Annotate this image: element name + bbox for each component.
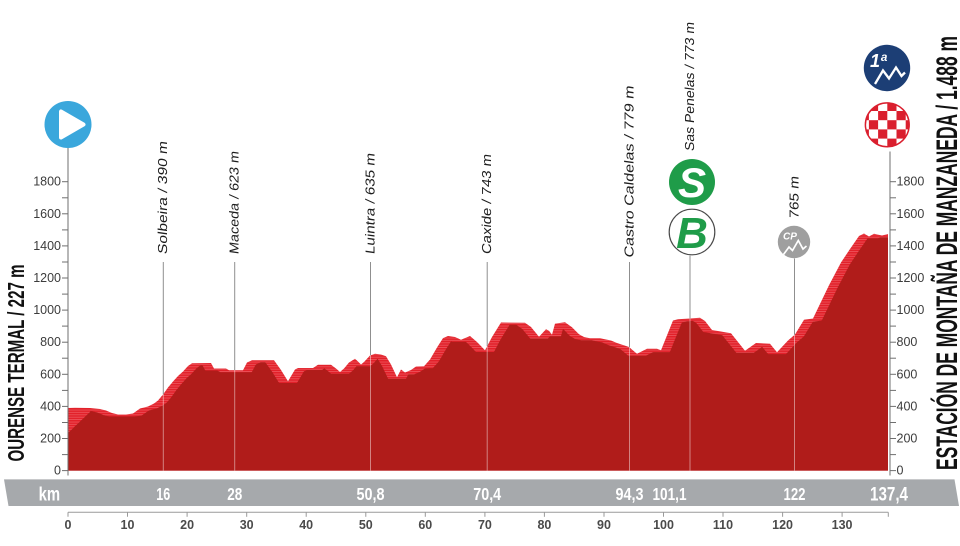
svg-text:28: 28 [227,484,242,504]
svg-text:1400: 1400 [897,239,925,253]
svg-text:765 m: 765 m [786,175,801,220]
svg-text:1800: 1800 [33,175,61,189]
svg-text:70: 70 [478,518,492,532]
svg-text:Maceda / 623 m: Maceda / 623 m [227,150,242,255]
svg-text:122: 122 [784,484,806,504]
svg-text:400: 400 [40,399,61,413]
svg-text:50: 50 [359,518,373,532]
svg-text:600: 600 [897,367,918,381]
svg-text:ESTACIÓN DE MONTAÑA DE MANZANE: ESTACIÓN DE MONTAÑA DE MANZANEDA / 1.488… [930,36,960,470]
svg-text:km: km [39,485,61,506]
svg-text:10: 10 [121,518,135,532]
svg-text:94,3: 94,3 [616,484,644,504]
svg-text:1400: 1400 [33,239,61,253]
svg-text:60: 60 [418,518,432,532]
svg-text:0: 0 [54,464,61,478]
svg-text:80: 80 [537,518,551,532]
svg-text:101,1: 101,1 [653,484,687,504]
svg-text:1800: 1800 [897,175,925,189]
svg-text:B: B [676,209,708,258]
svg-text:110: 110 [713,518,733,532]
svg-text:40: 40 [299,518,313,532]
svg-text:400: 400 [897,399,918,413]
svg-text:20: 20 [180,518,194,532]
svg-text:Luintra / 635 m: Luintra / 635 m [362,152,377,255]
svg-text:CP: CP [783,232,797,243]
svg-text:Sas Penelas / 773 m: Sas Penelas / 773 m [682,21,697,152]
svg-text:0: 0 [897,464,904,478]
svg-text:120: 120 [772,518,793,532]
svg-text:130: 130 [832,518,853,532]
svg-text:Caxide / 743 m: Caxide / 743 m [479,153,494,255]
svg-text:1000: 1000 [33,303,61,317]
svg-text:1ª: 1ª [870,51,888,71]
svg-text:S: S [678,159,706,206]
svg-text:OURENSE TERMAL / 227 m: OURENSE TERMAL / 227 m [3,265,29,462]
svg-text:Solbeira / 390 m: Solbeira / 390 m [155,140,170,255]
svg-text:30: 30 [240,518,254,532]
svg-text:50,8: 50,8 [357,484,385,504]
svg-text:1000: 1000 [897,303,925,317]
svg-text:Castro Caldelas / 779 m: Castro Caldelas / 779 m [621,84,636,258]
svg-text:1200: 1200 [897,271,925,285]
svg-text:70,4: 70,4 [473,484,501,504]
svg-text:90: 90 [597,518,611,532]
svg-text:137,4: 137,4 [870,485,908,506]
svg-text:1200: 1200 [33,271,61,285]
svg-text:200: 200 [40,432,61,446]
svg-text:800: 800 [40,335,61,349]
svg-text:100: 100 [653,518,674,532]
svg-text:600: 600 [40,367,61,381]
svg-text:1600: 1600 [897,207,925,221]
svg-text:0: 0 [65,518,72,532]
svg-text:800: 800 [897,335,918,349]
svg-text:200: 200 [897,432,918,446]
svg-text:1600: 1600 [33,207,61,221]
svg-text:16: 16 [156,484,170,504]
